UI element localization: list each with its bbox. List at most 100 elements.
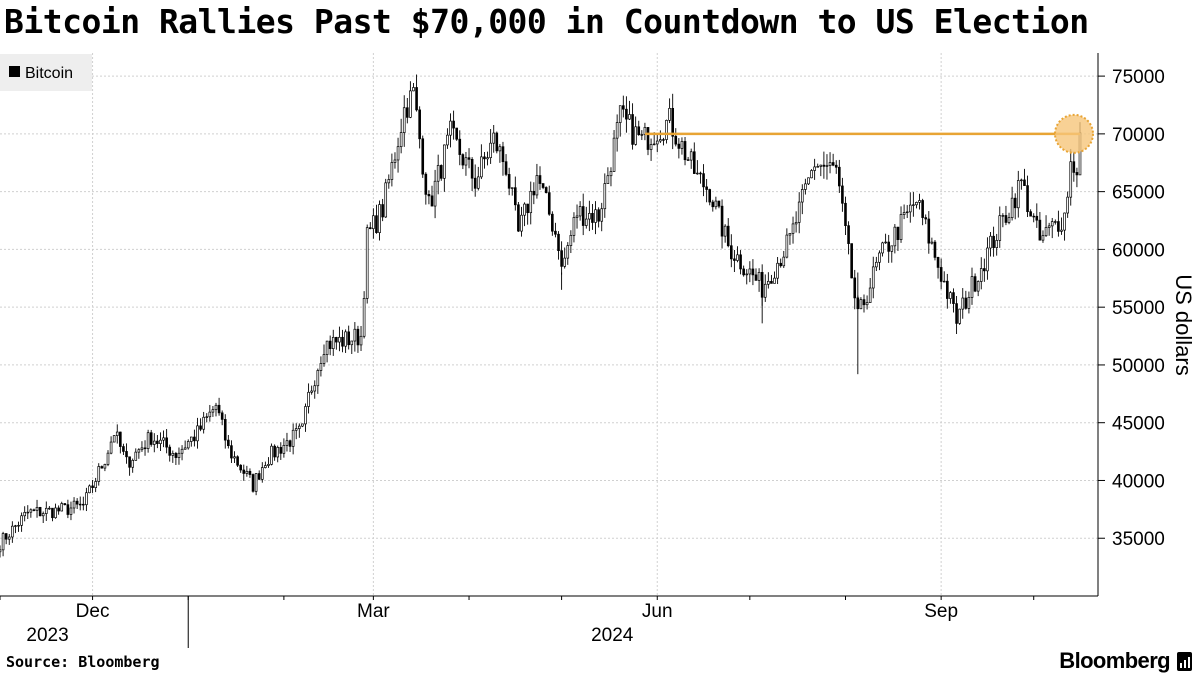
candle-body (594, 209, 597, 223)
legend-swatch (9, 66, 20, 77)
candle-body (699, 172, 702, 175)
candle-body (436, 165, 440, 182)
candle-body (260, 467, 264, 480)
candle-body (1063, 212, 1066, 231)
candle-body (54, 507, 57, 519)
candle-body (162, 437, 165, 441)
candle-body (677, 143, 681, 149)
y-tick-label: 35000 (1112, 529, 1165, 550)
candle-body (538, 175, 542, 184)
candle-body (44, 507, 48, 514)
candle-body (313, 385, 317, 392)
candle-body (1057, 221, 1060, 232)
candle-body (251, 474, 255, 492)
candle-body (501, 146, 505, 163)
candle-body (1066, 196, 1069, 214)
candle-body (94, 481, 97, 488)
x-tick-label: Jun (642, 601, 673, 622)
candle-body (785, 234, 789, 258)
candle-body (634, 126, 637, 145)
candle-body (628, 114, 631, 120)
candle-body (319, 363, 323, 371)
candle-body (541, 183, 545, 188)
candle-body (32, 509, 36, 511)
candle-body (48, 507, 51, 510)
candle-body (686, 159, 690, 161)
candle-body (893, 226, 897, 247)
y-tick-label: 70000 (1112, 125, 1165, 146)
candle-body (119, 431, 122, 447)
candle-body (933, 241, 937, 258)
legend-label: Bitcoin (25, 65, 73, 82)
candle-body (396, 146, 400, 161)
candle-body (683, 141, 687, 161)
candle-body (41, 513, 45, 517)
candle-body (38, 507, 42, 517)
candle-body (0, 549, 2, 553)
candle-body (82, 503, 85, 506)
candle-body (347, 331, 350, 346)
candle-body (335, 336, 338, 343)
candle-body (473, 177, 477, 189)
candle-body (625, 108, 628, 120)
candle-body (350, 340, 354, 346)
source-note: Source: Bloomberg (6, 653, 160, 671)
y-axis-label: US dollars (1171, 274, 1196, 375)
candle-body (316, 370, 320, 387)
candle-body (409, 90, 412, 118)
candle-body (1072, 161, 1076, 173)
candle-body (529, 190, 533, 214)
candle-body (449, 120, 452, 136)
candle-body (63, 503, 67, 506)
candle-body (838, 166, 841, 187)
candle-body (69, 507, 73, 515)
candle-body (331, 336, 335, 349)
candle-body (103, 464, 107, 469)
candle-body (924, 217, 928, 220)
candle-body (652, 143, 656, 146)
candle-body (294, 428, 298, 431)
candle-body (208, 411, 212, 418)
candle-body (458, 138, 462, 155)
candle-body (328, 340, 332, 349)
candle-body (884, 241, 887, 244)
candle-body (365, 227, 369, 299)
candle-body (591, 213, 594, 223)
candle-body (433, 180, 437, 207)
candle-body (618, 105, 622, 123)
highlight-circle (1054, 113, 1094, 154)
candle-body (597, 209, 600, 222)
candle-body (640, 134, 644, 136)
candle-body (264, 465, 267, 468)
candle-body (850, 243, 853, 279)
candle-body (88, 485, 91, 494)
candle-body (217, 404, 221, 414)
candle-body (393, 159, 397, 163)
candle-body (804, 183, 807, 190)
candle-body (834, 164, 838, 168)
candle-body (344, 331, 347, 347)
candle-body (702, 173, 705, 188)
candle-body (171, 453, 175, 456)
y-tick-label: 60000 (1112, 240, 1165, 261)
candle-body (57, 507, 60, 512)
candle-body (248, 470, 252, 475)
candle-body (75, 500, 79, 505)
candle-body (100, 466, 104, 469)
candle-body (800, 189, 804, 203)
y-tick-label: 50000 (1112, 356, 1165, 377)
candle-body (1, 533, 5, 551)
candle-body (236, 456, 239, 466)
candle-body (211, 409, 215, 413)
candle-body (659, 139, 662, 142)
candle-body (714, 200, 718, 208)
candle-body (446, 134, 449, 146)
candle-body (717, 200, 721, 207)
candle-body (970, 276, 974, 298)
candle-body (390, 162, 394, 180)
candle-body (544, 187, 548, 194)
candle-body (588, 213, 591, 220)
candle-body (421, 138, 425, 175)
candle-body (1013, 197, 1017, 209)
candle-body (1023, 179, 1026, 186)
